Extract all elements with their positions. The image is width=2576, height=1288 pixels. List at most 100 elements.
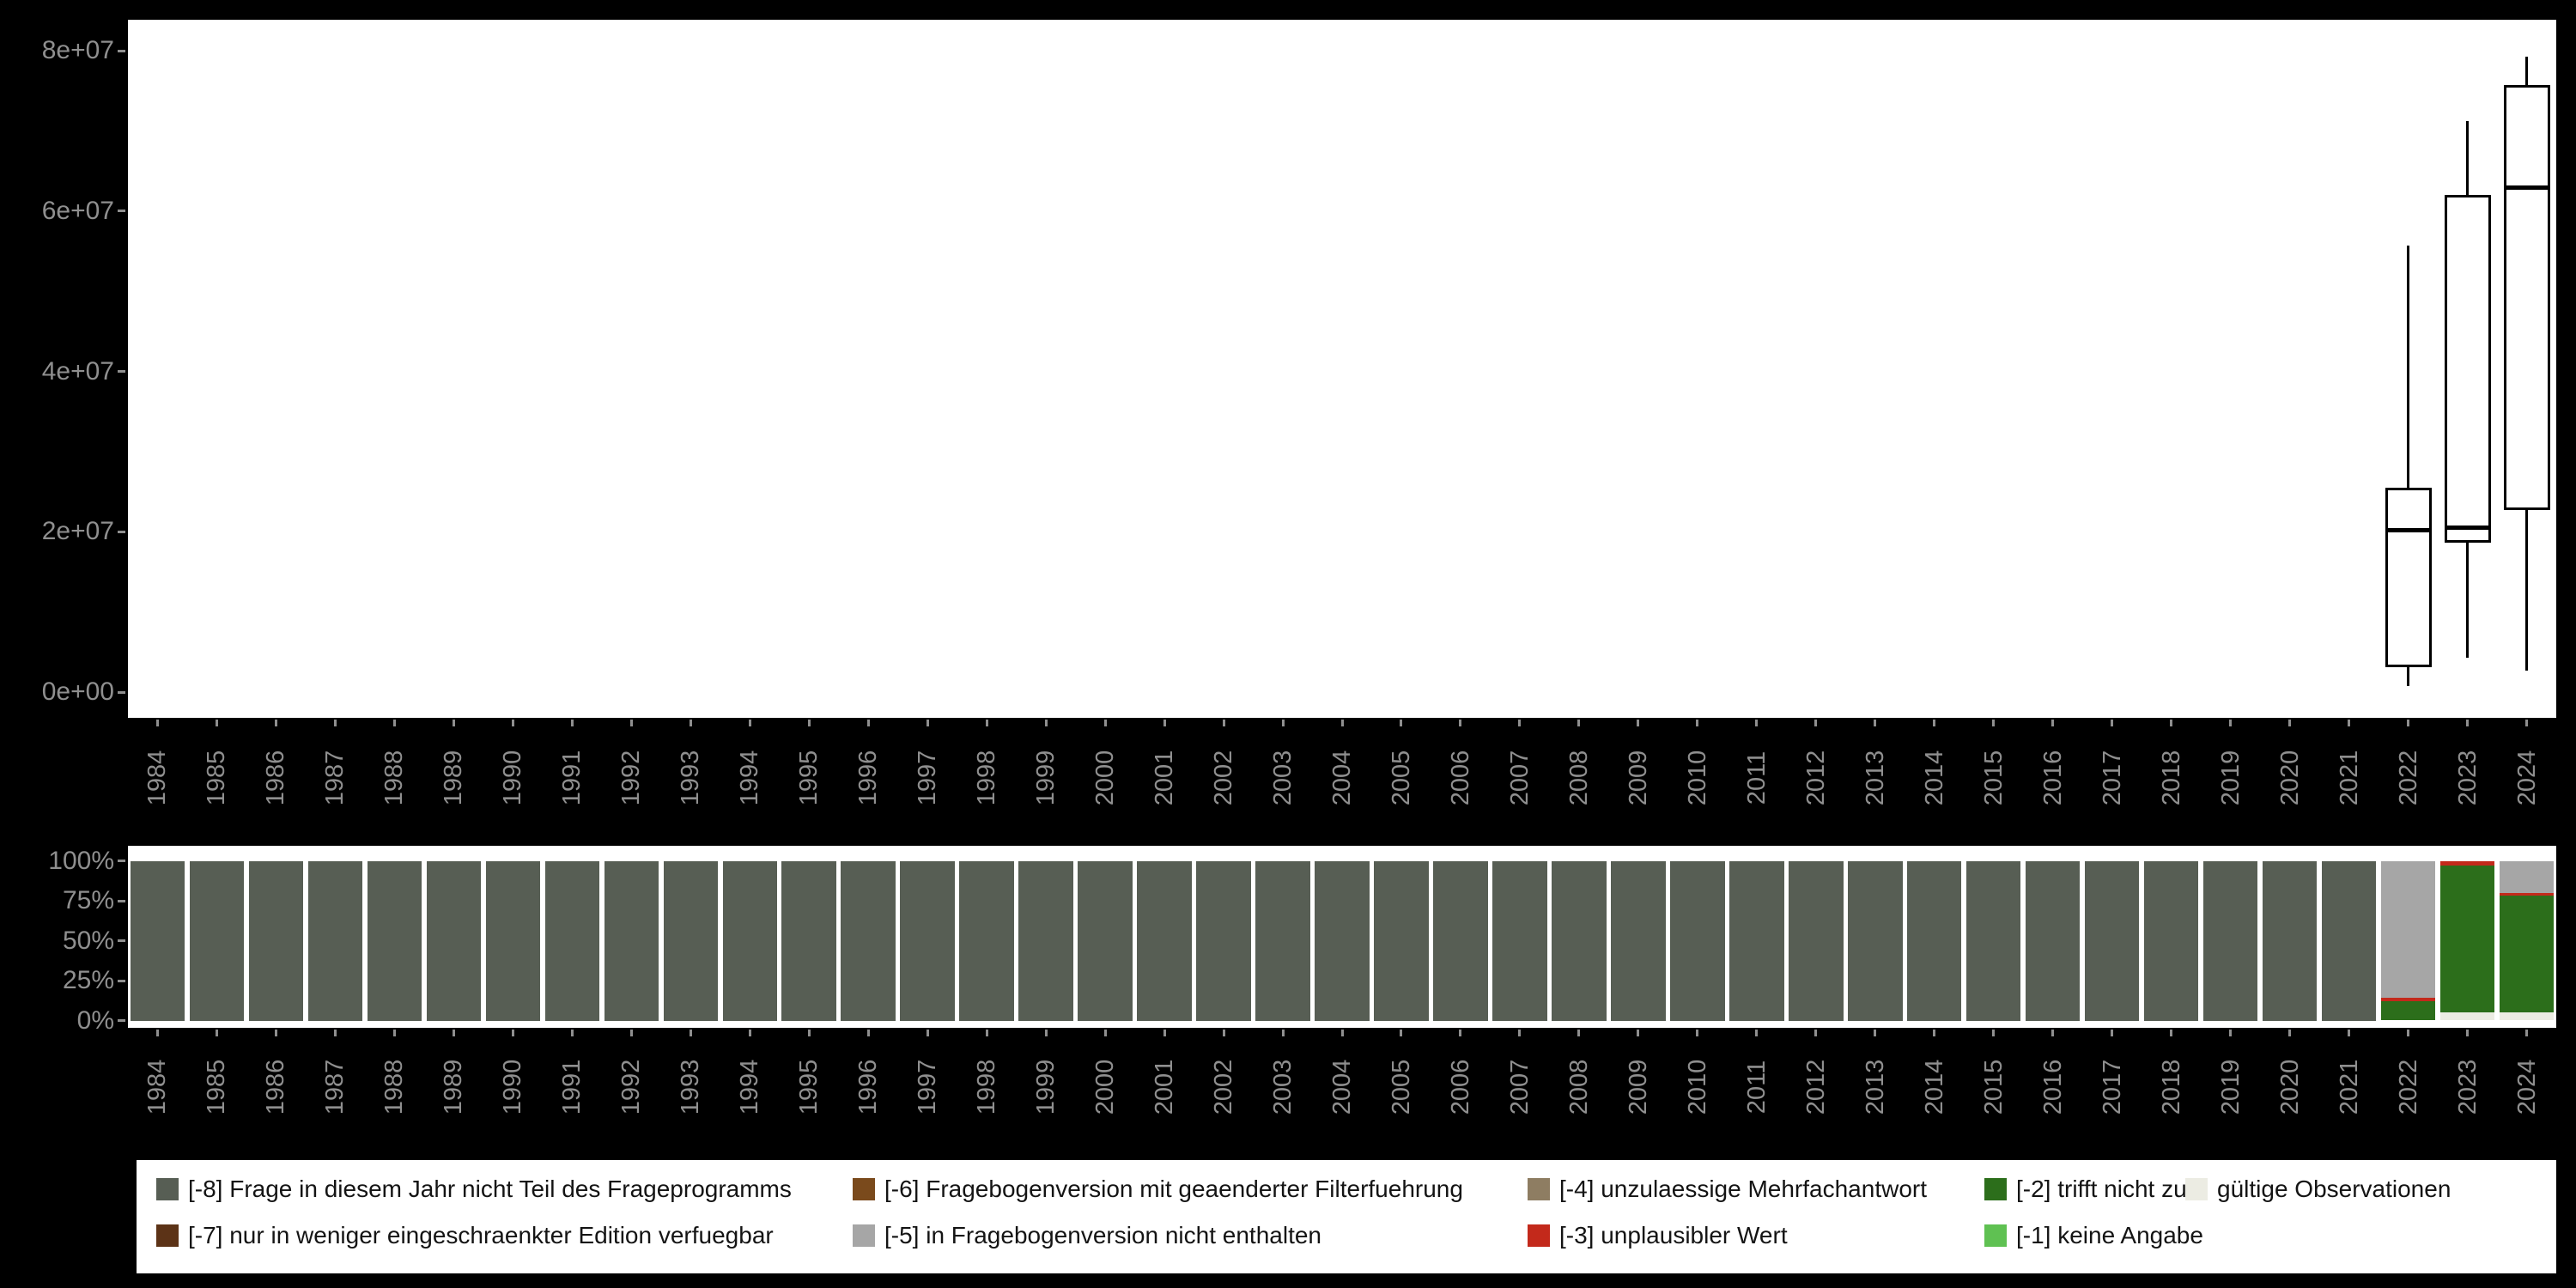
x-tick-label-2017: 2017 [2098,1059,2126,1115]
bar-1999 [1018,860,1073,1021]
x-axis-tick-mark [1696,720,1699,726]
x-axis-tick-mark [1814,1030,1818,1036]
x-axis-tick-mark [1044,1030,1048,1036]
x-axis-tick-mark [1755,1030,1759,1036]
bar-2014 [1907,860,1962,1021]
y-axis-tick-label: 6e+07 [41,196,114,225]
legend-swatch--8 [156,1178,179,1200]
x-axis-tick-mark [689,1030,692,1036]
x-tick-label-1999: 1999 [1032,1059,1060,1115]
x-tick-label-2016: 2016 [2038,750,2067,806]
x-axis-tick-mark [985,720,988,726]
x-axis-tick-mark [511,720,514,726]
bar-segment--8 [1611,860,1666,1021]
x-axis-tick-mark [2111,720,2114,726]
x-axis-tick-mark [1518,1030,1522,1036]
x-axis-tick-mark [629,720,633,726]
x-axis-tick-mark [2407,1030,2410,1036]
x-axis-tick-mark [1992,1030,1996,1036]
x-tick-label-2000: 2000 [1091,1059,1120,1115]
x-tick-label-2011: 2011 [1742,750,1771,805]
y-axis-tick-label: 8e+07 [41,36,114,64]
legend-label: gültige Observationen [2217,1176,2451,1202]
x-axis-tick-mark [2348,720,2351,726]
x-tick-label-2017: 2017 [2098,750,2126,806]
x-axis-tick-mark [2525,720,2528,726]
x-axis-tick-mark [1044,720,1048,726]
x-tick-label-2006: 2006 [1446,1059,1474,1115]
x-tick-label-1998: 1998 [973,750,1001,806]
bar-segment--8 [248,860,304,1021]
x-tick-label-2002: 2002 [1210,750,1238,806]
x-axis-tick-mark [1459,720,1462,726]
x-axis-tick-mark [1459,1030,1462,1036]
bar-2003 [1255,860,1310,1021]
bar-1994 [722,860,777,1021]
bar-segment--8 [2025,860,2081,1021]
x-tick-label-1993: 1993 [677,750,705,806]
bar-segment--8 [1729,860,1784,1021]
x-axis-tick-mark [1992,720,1996,726]
x-axis-tick-mark [926,720,929,726]
x-tick-label-1988: 1988 [380,750,409,806]
bar-segment--8 [1196,860,1251,1021]
boxplot-upper-whisker [2525,57,2528,86]
bar-segment--8 [1492,860,1547,1021]
y-axis-tick-mark [118,939,125,942]
boxplot-median [2503,185,2550,191]
bar-1997 [900,860,955,1021]
y-axis-tick-mark [118,690,125,694]
x-tick-label-1989: 1989 [440,1059,468,1115]
legend-swatch--3 [1528,1224,1550,1247]
bar-segment--8 [900,860,955,1021]
y-axis-tick-mark [118,860,125,862]
x-tick-label-1999: 1999 [1032,750,1060,806]
x-tick-label-2016: 2016 [2038,1059,2067,1115]
x-tick-label-2009: 2009 [1624,750,1652,806]
x-axis-tick-mark [1103,1030,1107,1036]
bar-2001 [1137,860,1192,1021]
x-tick-label-2019: 2019 [2216,1059,2245,1115]
bar-segment--8 [2143,860,2199,1021]
x-tick-label-1991: 1991 [558,1059,586,1115]
x-axis-tick-mark [2288,720,2292,726]
x-axis-tick-mark [155,1030,159,1036]
y-axis-tick-mark [118,1019,125,1022]
bar-1985 [189,860,245,1021]
bar-segment--8 [604,860,659,1021]
x-axis-tick-mark [452,720,455,726]
bar-segment--8 [722,860,777,1021]
x-axis-tick-mark [2051,1030,2055,1036]
bar-2022 [2380,860,2436,1021]
bar-2007 [1492,860,1547,1021]
x-tick-label-2004: 2004 [1328,750,1356,806]
x-tick-label-1986: 1986 [262,1059,290,1115]
x-tick-label-2020: 2020 [2275,750,2304,806]
x-axis-tick-mark [2407,720,2410,726]
x-axis-tick-mark [1933,720,1936,726]
legend-label: [-5] in Fragebogenversion nicht enthalte… [884,1222,1321,1249]
boxplot-box [2444,195,2491,544]
x-axis-tick-mark [392,720,396,726]
x-axis-tick-mark [985,1030,988,1036]
bar-1998 [959,860,1014,1021]
legend-swatch--7 [156,1224,179,1247]
legend-item: [-4] unzulaessige Mehrfachantwort [1528,1175,1927,1204]
x-axis-tick-mark [1400,1030,1403,1036]
legend-item: [-1] keine Angabe [1984,1221,2203,1250]
bar-1988 [367,860,422,1021]
x-axis-tick-mark [807,1030,811,1036]
bar-1995 [781,860,836,1021]
x-tick-label-2023: 2023 [2453,1059,2482,1115]
x-tick-label-2013: 2013 [1861,750,1889,806]
legend-item: [-6] Fragebogenversion mit geaenderter F… [853,1175,1463,1204]
bar-segment-valid [2439,1012,2495,1021]
bar-2005 [1374,860,1429,1021]
x-axis-tick-mark [689,720,692,726]
x-axis-tick-mark [392,1030,396,1036]
legend-item: [-5] in Fragebogenversion nicht enthalte… [853,1221,1321,1250]
x-axis-tick-mark [1577,720,1581,726]
x-axis-tick-mark [1696,1030,1699,1036]
bar-2006 [1433,860,1488,1021]
bar-segment--8 [485,860,541,1021]
